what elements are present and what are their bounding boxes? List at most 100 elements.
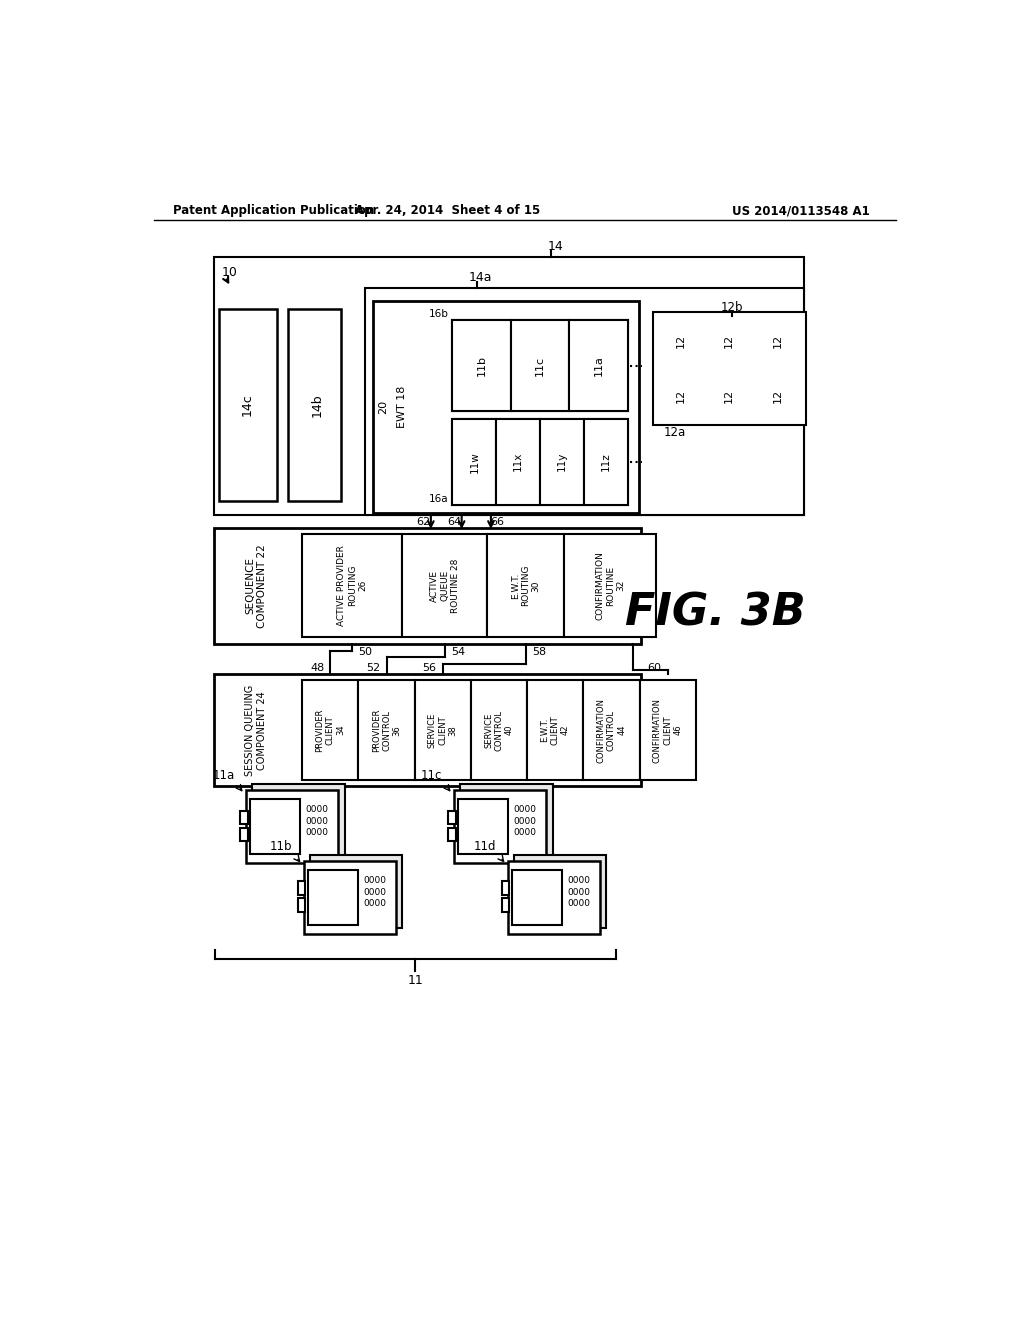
Text: Apr. 24, 2014  Sheet 4 of 15: Apr. 24, 2014 Sheet 4 of 15 [355, 205, 541, 218]
Bar [514, 855, 606, 928]
Text: 11c: 11c [421, 770, 442, 783]
Text: FIG. 3B: FIG. 3B [626, 591, 806, 634]
Bar [569, 321, 628, 411]
Bar [246, 791, 339, 863]
Text: 58: 58 [531, 647, 546, 657]
Text: 11: 11 [408, 974, 423, 987]
Text: 62: 62 [416, 517, 430, 527]
Bar [373, 301, 639, 512]
Text: 54: 54 [451, 647, 465, 657]
Text: 0000: 0000 [567, 876, 590, 886]
Text: PROVIDER
CONTROL
36: PROVIDER CONTROL 36 [372, 709, 401, 752]
Bar [502, 882, 509, 895]
Bar [708, 371, 752, 421]
Text: 0000: 0000 [567, 888, 590, 896]
Text: 0000: 0000 [567, 899, 590, 908]
Bar [471, 681, 527, 780]
Bar [527, 681, 584, 780]
Text: 11y: 11y [557, 451, 567, 471]
Bar [310, 855, 402, 928]
Text: Patent Application Publication: Patent Application Publication [173, 205, 374, 218]
Bar [756, 317, 800, 367]
Bar [564, 535, 656, 638]
Text: 12: 12 [773, 389, 782, 403]
Bar [453, 418, 497, 506]
Bar [453, 321, 628, 411]
Bar [652, 313, 806, 425]
Text: ACTIVE PROVIDER
ROUTING
26: ACTIVE PROVIDER ROUTING 26 [338, 545, 368, 626]
Bar [366, 288, 804, 515]
Text: 11b: 11b [477, 355, 486, 376]
Text: 11d: 11d [474, 841, 497, 853]
Text: 66: 66 [490, 517, 504, 527]
Bar [708, 317, 752, 367]
Text: 56: 56 [423, 663, 436, 673]
Bar [219, 309, 276, 502]
Text: 12: 12 [676, 334, 686, 348]
Text: 0000: 0000 [364, 888, 386, 896]
Text: 14c: 14c [241, 393, 254, 416]
Text: CONFIRMATION
CLIENT
46: CONFIRMATION CLIENT 46 [652, 698, 683, 763]
Bar [302, 681, 358, 780]
Bar [307, 870, 357, 925]
Bar [454, 791, 547, 863]
Bar [289, 309, 341, 502]
Bar [250, 799, 300, 854]
Text: SEQUENCE
COMPONENT 22: SEQUENCE COMPONENT 22 [246, 544, 267, 627]
Text: 0000: 0000 [364, 876, 386, 886]
Text: US 2014/0113548 A1: US 2014/0113548 A1 [731, 205, 869, 218]
Text: 11x: 11x [513, 451, 523, 471]
Bar [214, 257, 804, 515]
Bar [240, 828, 248, 841]
Text: CONFIRMATION
ROUTINE
32: CONFIRMATION ROUTINE 32 [595, 552, 626, 620]
Bar [214, 528, 641, 644]
Text: E.W.T.
ROUTING
30: E.W.T. ROUTING 30 [511, 565, 541, 606]
Text: EWT 18: EWT 18 [397, 385, 408, 428]
Bar [658, 317, 702, 367]
Text: 11w: 11w [469, 451, 479, 473]
Text: 0000: 0000 [513, 805, 537, 814]
Text: ACTIVE
QUEUE
ROUTINE 28: ACTIVE QUEUE ROUTINE 28 [430, 558, 460, 612]
Text: 11z: 11z [601, 453, 611, 471]
Text: 0000: 0000 [364, 899, 386, 908]
Bar [402, 535, 487, 638]
Text: 0000: 0000 [305, 829, 329, 837]
Text: 14b: 14b [310, 393, 324, 417]
Text: 12: 12 [773, 334, 782, 348]
Text: 16b: 16b [429, 309, 449, 319]
Bar [298, 899, 305, 912]
Bar [298, 882, 305, 895]
Bar [453, 418, 628, 506]
Text: SERVICE
CONTROL
40: SERVICE CONTROL 40 [484, 710, 514, 751]
Text: 0000: 0000 [305, 805, 329, 814]
Text: 11c: 11c [536, 355, 545, 376]
Bar [214, 675, 641, 785]
Text: 14a: 14a [469, 271, 493, 284]
Bar [756, 371, 800, 421]
Text: 12a: 12a [665, 426, 686, 440]
Bar [541, 418, 584, 506]
Text: 20: 20 [378, 400, 388, 413]
Bar [511, 321, 569, 411]
Text: 64: 64 [446, 517, 461, 527]
Text: 12: 12 [724, 389, 734, 403]
Text: 50: 50 [358, 647, 373, 657]
Text: 52: 52 [367, 663, 381, 673]
Bar [252, 784, 345, 857]
Bar [584, 681, 640, 780]
Text: SERVICE
CLIENT
38: SERVICE CLIENT 38 [428, 713, 458, 747]
Text: 0000: 0000 [513, 829, 537, 837]
Bar [512, 870, 562, 925]
Text: 0000: 0000 [305, 817, 329, 826]
Text: 12b: 12b [720, 301, 742, 314]
Text: CONFIRMATION
CONTROL
44: CONFIRMATION CONTROL 44 [597, 698, 627, 763]
Text: 11a: 11a [212, 770, 234, 783]
Bar [487, 535, 564, 638]
Bar [460, 784, 553, 857]
Bar [453, 321, 511, 411]
Bar [447, 810, 456, 825]
Text: 12: 12 [724, 334, 734, 348]
Bar [658, 371, 702, 421]
Text: 14: 14 [548, 240, 563, 252]
Bar [415, 681, 471, 780]
